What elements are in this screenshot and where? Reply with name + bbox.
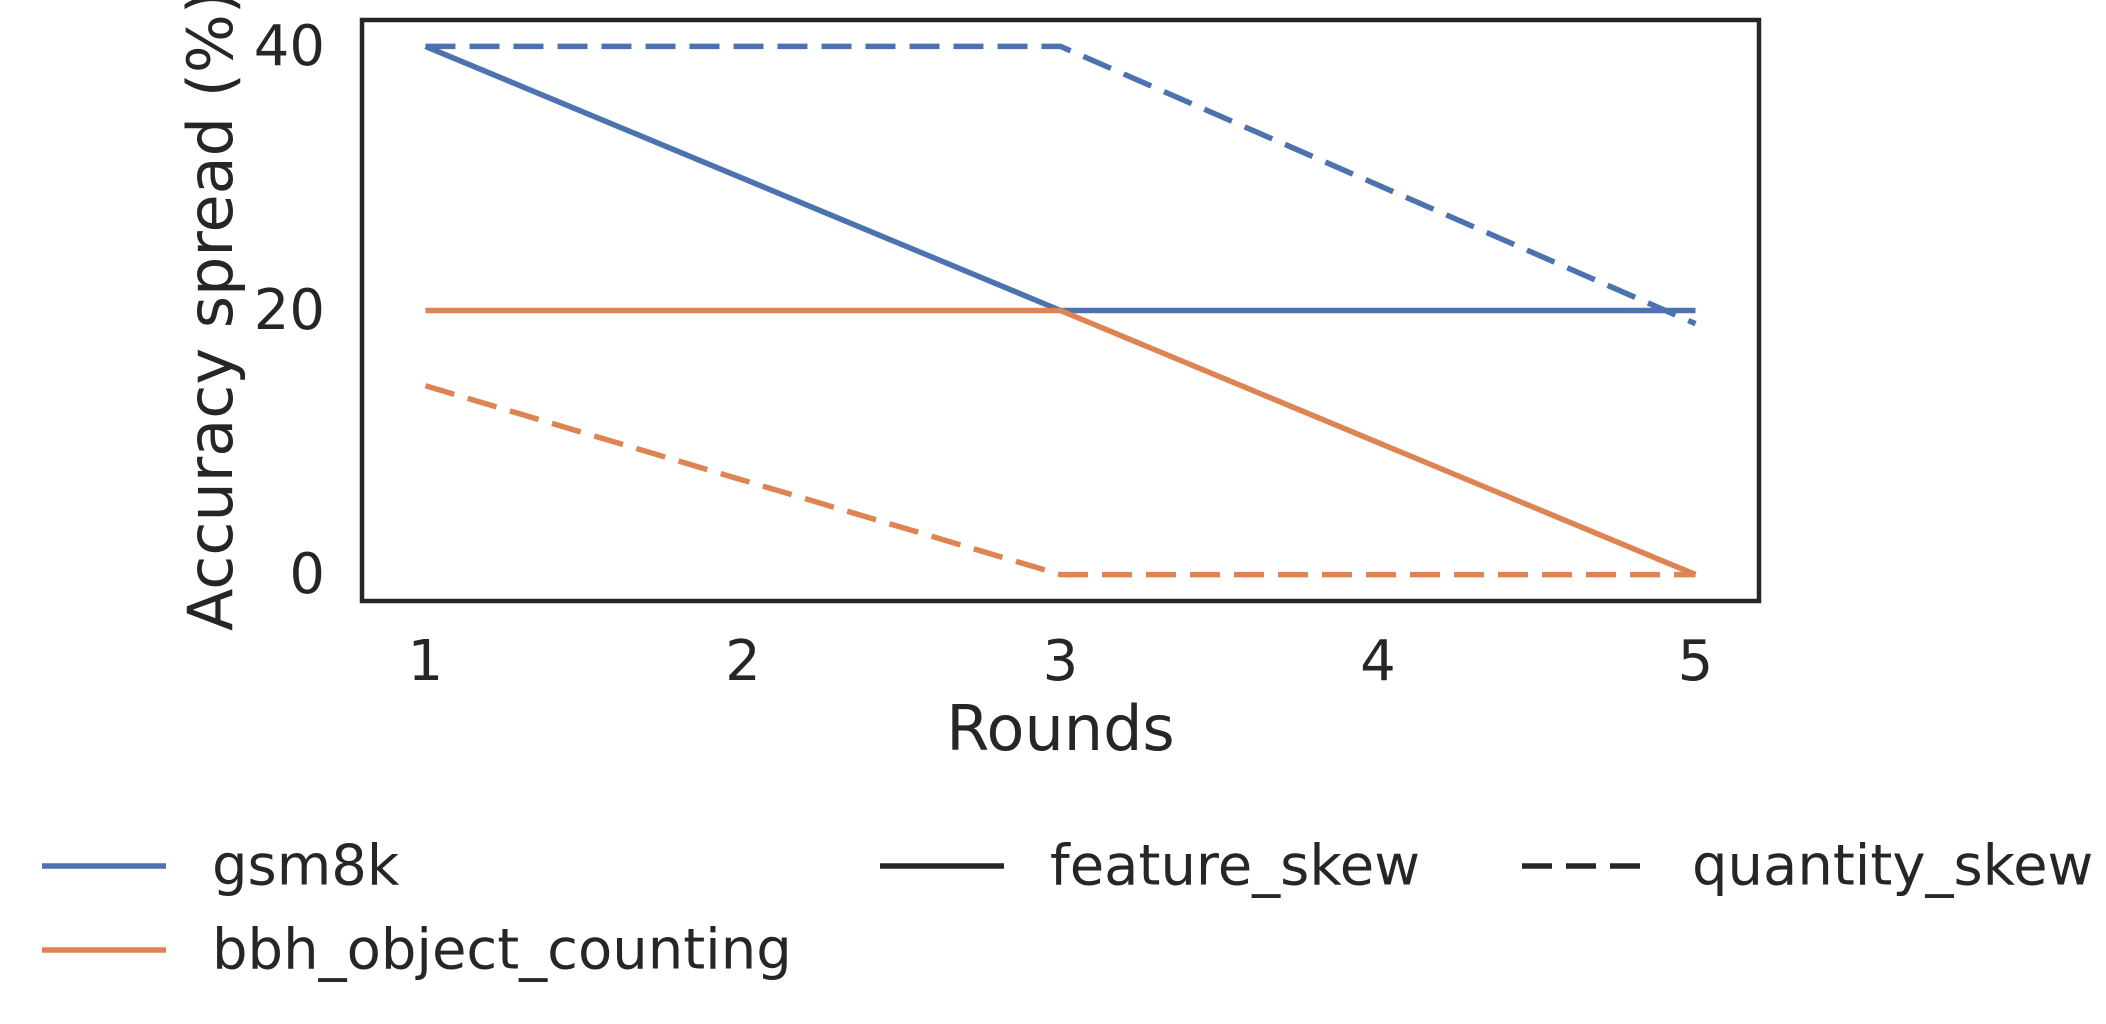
y-tick-label: 40 <box>254 14 325 79</box>
y-axis-title: Accuracy spread (%) <box>174 0 247 631</box>
plot-frame <box>359 17 1762 604</box>
series-line-gsm8k-feature-skew <box>424 43 1696 314</box>
x-tick-label: 2 <box>725 629 761 694</box>
legend-label-feature-skew: feature_skew <box>1050 834 1420 899</box>
x-axis-title: Rounds <box>946 692 1174 765</box>
legend: gsm8k bbh_object_counting feature_skew quan… <box>42 834 2093 983</box>
x-tick-label: 4 <box>1360 629 1396 694</box>
y-tick-labels: 0 20 40 <box>254 14 325 607</box>
series-layer <box>424 43 1697 578</box>
legend-label-quantity-skew: quantity_skew <box>1692 834 2093 899</box>
x-tick-label: 3 <box>1043 629 1079 694</box>
x-tick-label: 5 <box>1678 629 1714 694</box>
x-tick-label: 1 <box>408 629 444 694</box>
x-tick-labels: 1 2 3 4 5 <box>408 629 1714 694</box>
y-tick-label: 20 <box>254 278 325 343</box>
legend-label-gsm8k: gsm8k <box>212 834 400 899</box>
legend-label-bbh-object-counting: bbh_object_counting <box>212 918 792 983</box>
series-line-gsm8k-quantity-skew <box>425 43 1697 327</box>
series-line-bbh-object-counting-feature-skew <box>425 307 1697 578</box>
series-line-bbh-object-counting-quantity-skew <box>424 383 1696 578</box>
y-tick-label: 0 <box>289 542 325 607</box>
